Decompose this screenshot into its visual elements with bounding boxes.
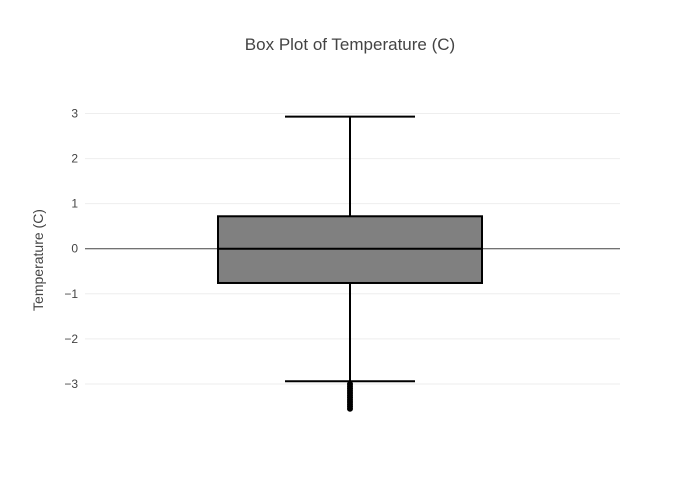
- y-axis-ticks: 3 2 1 0 −1 −2 −3: [64, 107, 78, 391]
- grid-lines: [85, 113, 620, 385]
- y-tick-label: 0: [71, 242, 78, 256]
- y-tick-label: −1: [64, 287, 78, 301]
- box-trace: [217, 115, 483, 383]
- outlier-point: [347, 405, 353, 412]
- y-tick-label: −3: [64, 377, 78, 391]
- y-tick-label: 2: [71, 152, 78, 166]
- y-tick-label: 1: [71, 197, 78, 211]
- y-tick-label: −2: [64, 332, 78, 346]
- y-tick-label: 3: [71, 107, 78, 121]
- chart-title: Box Plot of Temperature (C): [245, 35, 455, 54]
- outlier-points: [347, 380, 353, 412]
- y-axis-label: Temperature (C): [30, 209, 46, 311]
